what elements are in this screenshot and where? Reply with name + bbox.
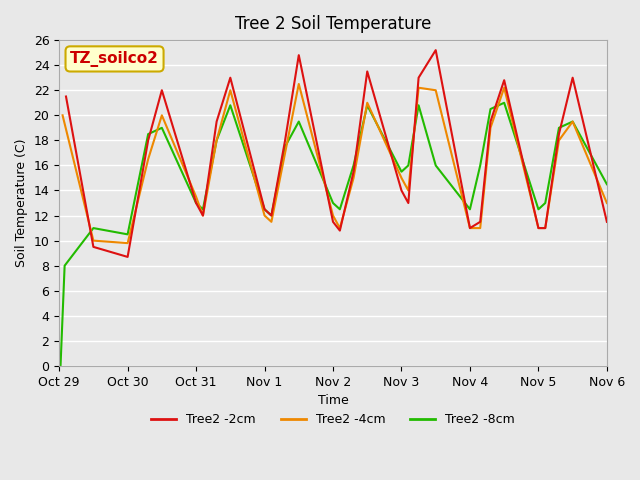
Tree2 -8cm bbox=[124, 231, 131, 237]
Line: Tree2 -4cm: Tree2 -4cm bbox=[63, 84, 607, 243]
Tree2 -2cm bbox=[260, 206, 268, 212]
Tree2 -4cm bbox=[329, 213, 337, 218]
Tree2 -8cm bbox=[192, 200, 200, 206]
Tree2 -4cm bbox=[534, 225, 542, 231]
Tree2 -4cm bbox=[349, 175, 357, 181]
Legend: Tree2 -2cm, Tree2 -4cm, Tree2 -8cm: Tree2 -2cm, Tree2 -4cm, Tree2 -8cm bbox=[146, 408, 520, 432]
Tree2 -8cm bbox=[158, 125, 166, 131]
Tree2 -2cm bbox=[124, 254, 131, 260]
Tree2 -8cm bbox=[57, 363, 65, 369]
Tree2 -2cm bbox=[212, 119, 220, 124]
Tree2 -8cm bbox=[541, 200, 549, 206]
Y-axis label: Soil Temperature (C): Soil Temperature (C) bbox=[15, 139, 28, 267]
Tree2 -2cm bbox=[569, 75, 577, 81]
Tree2 -2cm bbox=[555, 131, 563, 137]
Tree2 -4cm bbox=[336, 225, 344, 231]
Tree2 -2cm bbox=[404, 200, 412, 206]
Tree2 -8cm bbox=[212, 137, 220, 143]
Tree2 -2cm bbox=[415, 75, 422, 81]
Tree2 -8cm bbox=[349, 163, 357, 168]
Tree2 -4cm bbox=[144, 156, 152, 162]
Tree2 -4cm bbox=[59, 112, 67, 118]
Tree2 -2cm bbox=[603, 219, 611, 225]
Tree2 -8cm bbox=[555, 125, 563, 131]
Tree2 -4cm bbox=[404, 188, 412, 193]
Tree2 -8cm bbox=[466, 206, 474, 212]
Tree2 -4cm bbox=[268, 219, 275, 225]
Tree2 -2cm bbox=[192, 200, 200, 206]
Tree2 -8cm bbox=[199, 206, 207, 212]
Tree2 -8cm bbox=[603, 181, 611, 187]
Tree2 -4cm bbox=[90, 238, 97, 243]
Tree2 -2cm bbox=[486, 119, 494, 124]
Tree2 -2cm bbox=[329, 219, 337, 225]
Tree2 -8cm bbox=[476, 163, 484, 168]
Tree2 -8cm bbox=[144, 131, 152, 137]
Tree2 -2cm bbox=[281, 137, 289, 143]
Tree2 -4cm bbox=[281, 150, 289, 156]
Tree2 -8cm bbox=[415, 102, 422, 108]
X-axis label: Time: Time bbox=[317, 394, 348, 407]
Tree2 -4cm bbox=[603, 200, 611, 206]
Tree2 -4cm bbox=[227, 87, 234, 93]
Tree2 -4cm bbox=[397, 175, 405, 181]
Tree2 -4cm bbox=[466, 225, 474, 231]
Tree2 -4cm bbox=[192, 194, 200, 200]
Tree2 -8cm bbox=[364, 102, 371, 108]
Tree2 -2cm bbox=[476, 219, 484, 225]
Tree2 -8cm bbox=[295, 119, 303, 124]
Tree2 -4cm bbox=[364, 100, 371, 106]
Tree2 -2cm bbox=[364, 69, 371, 74]
Tree2 -4cm bbox=[541, 225, 549, 231]
Tree2 -8cm bbox=[404, 163, 412, 168]
Tree2 -8cm bbox=[486, 106, 494, 112]
Tree2 -2cm bbox=[295, 52, 303, 58]
Tree2 -2cm bbox=[500, 77, 508, 83]
Line: Tree2 -8cm: Tree2 -8cm bbox=[61, 103, 607, 366]
Tree2 -2cm bbox=[227, 75, 234, 81]
Tree2 -2cm bbox=[62, 94, 70, 99]
Tree2 -8cm bbox=[61, 263, 68, 269]
Tree2 -2cm bbox=[466, 225, 474, 231]
Tree2 -2cm bbox=[541, 225, 549, 231]
Tree2 -8cm bbox=[534, 206, 542, 212]
Title: Tree 2 Soil Temperature: Tree 2 Soil Temperature bbox=[235, 15, 431, 33]
Tree2 -4cm bbox=[555, 137, 563, 143]
Tree2 -4cm bbox=[212, 137, 220, 143]
Tree2 -4cm bbox=[199, 213, 207, 218]
Tree2 -2cm bbox=[534, 225, 542, 231]
Tree2 -8cm bbox=[397, 169, 405, 175]
Tree2 -8cm bbox=[336, 206, 344, 212]
Text: TZ_soilco2: TZ_soilco2 bbox=[70, 51, 159, 67]
Tree2 -8cm bbox=[227, 102, 234, 108]
Tree2 -8cm bbox=[260, 206, 268, 212]
Tree2 -2cm bbox=[199, 213, 207, 218]
Tree2 -4cm bbox=[432, 87, 440, 93]
Tree2 -2cm bbox=[432, 47, 440, 53]
Tree2 -8cm bbox=[329, 200, 337, 206]
Tree2 -2cm bbox=[349, 169, 357, 175]
Tree2 -4cm bbox=[415, 85, 422, 91]
Tree2 -4cm bbox=[486, 125, 494, 131]
Tree2 -2cm bbox=[90, 244, 97, 250]
Tree2 -4cm bbox=[500, 85, 508, 91]
Tree2 -8cm bbox=[500, 100, 508, 106]
Tree2 -8cm bbox=[432, 163, 440, 168]
Tree2 -2cm bbox=[397, 188, 405, 193]
Tree2 -4cm bbox=[158, 112, 166, 118]
Tree2 -2cm bbox=[336, 228, 344, 233]
Tree2 -4cm bbox=[476, 225, 484, 231]
Line: Tree2 -2cm: Tree2 -2cm bbox=[66, 50, 607, 257]
Tree2 -4cm bbox=[569, 119, 577, 124]
Tree2 -8cm bbox=[281, 144, 289, 149]
Tree2 -2cm bbox=[158, 87, 166, 93]
Tree2 -2cm bbox=[144, 137, 152, 143]
Tree2 -8cm bbox=[569, 119, 577, 124]
Tree2 -2cm bbox=[268, 213, 275, 218]
Tree2 -8cm bbox=[90, 225, 97, 231]
Tree2 -8cm bbox=[268, 213, 275, 218]
Tree2 -4cm bbox=[124, 240, 131, 246]
Tree2 -4cm bbox=[295, 81, 303, 87]
Tree2 -4cm bbox=[260, 213, 268, 218]
